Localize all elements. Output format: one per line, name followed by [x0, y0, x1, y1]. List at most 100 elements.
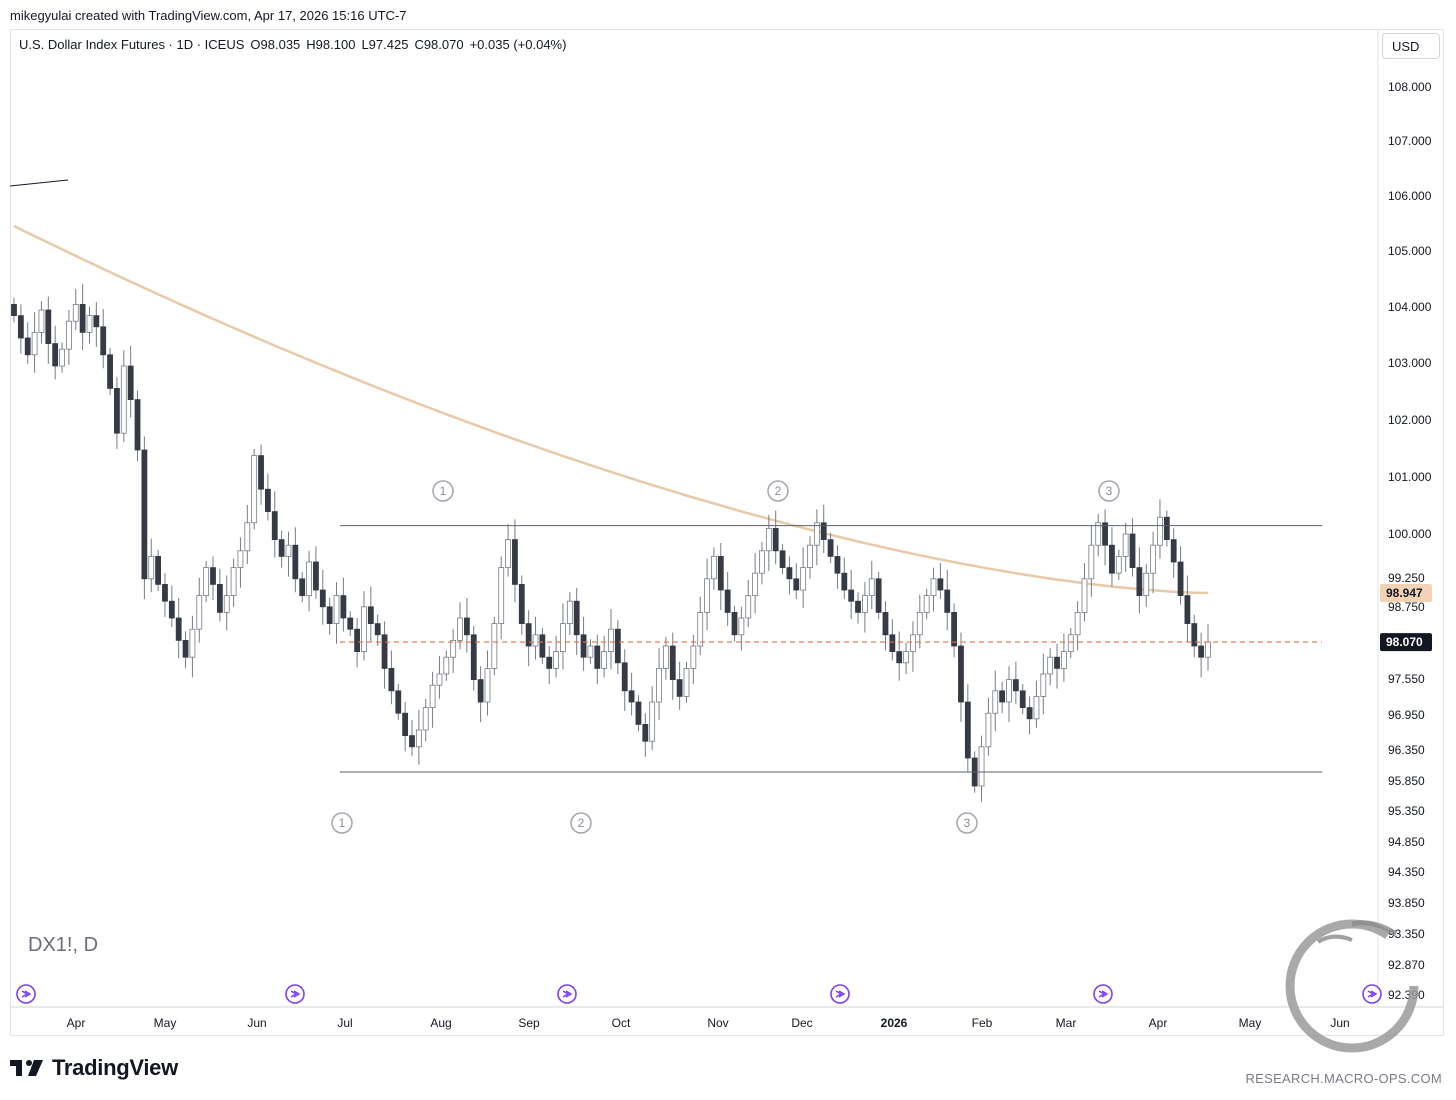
candle	[175, 597, 182, 659]
economic-event-icon[interactable]	[557, 984, 577, 1004]
candle	[532, 616, 539, 660]
candle	[875, 572, 882, 620]
candle	[223, 575, 230, 631]
candle	[759, 541, 765, 585]
price-tick-label: 105.000	[1388, 244, 1432, 258]
candle	[518, 575, 525, 635]
candle	[271, 491, 278, 558]
candle	[834, 545, 841, 589]
candle	[361, 591, 367, 661]
candle	[319, 569, 326, 625]
candle	[1122, 522, 1129, 573]
event-markers	[16, 984, 1382, 1004]
candle	[367, 586, 374, 642]
candle	[237, 537, 244, 588]
candle	[772, 510, 779, 565]
candle	[463, 597, 470, 653]
candle	[65, 310, 72, 365]
legend-close: C98.070	[414, 37, 464, 52]
candle	[964, 684, 971, 772]
candle	[601, 635, 608, 678]
moving-average	[13, 224, 1209, 595]
price-tick-label: 100.000	[1388, 527, 1432, 541]
candle	[230, 558, 237, 607]
candle	[580, 616, 587, 671]
price-tick-label: 107.000	[1388, 134, 1432, 148]
candle	[1074, 601, 1081, 651]
candle	[800, 547, 807, 608]
candle	[31, 312, 38, 373]
tradingview-logo[interactable]: TradingView	[10, 1055, 178, 1081]
last-price-badge: 98.070	[1380, 633, 1432, 652]
candle	[107, 348, 113, 396]
candle	[24, 322, 31, 364]
candle	[1040, 653, 1047, 715]
economic-event-icon[interactable]	[1093, 984, 1113, 1004]
time-tick-label: Sep	[518, 1016, 540, 1030]
currency-button[interactable]: USD	[1382, 33, 1440, 59]
candle	[841, 557, 848, 599]
chart-grid	[10, 30, 1444, 1008]
candle	[155, 549, 162, 592]
candle	[724, 572, 731, 626]
candle	[951, 603, 958, 658]
candle	[251, 448, 258, 530]
candle	[662, 637, 669, 680]
candle	[388, 650, 395, 705]
candle	[656, 648, 662, 720]
legend-open: O98.035	[250, 37, 301, 52]
candle	[93, 302, 100, 347]
svg-text:2: 2	[578, 816, 585, 830]
drawings: 1 2 3 1 2 3	[9, 179, 1322, 834]
candle	[855, 592, 861, 624]
price-tick-label: 102.000	[1388, 413, 1432, 427]
time-tick-label: Jun	[247, 1016, 266, 1030]
candle	[793, 563, 800, 599]
legend-high: H98.100	[306, 37, 356, 52]
candle	[409, 719, 415, 756]
candle	[299, 572, 306, 603]
price-tick-label: 99.250	[1388, 571, 1425, 585]
candle	[477, 666, 484, 723]
candle	[690, 634, 697, 685]
candle	[278, 530, 285, 568]
candle	[916, 594, 923, 649]
ouroboros-watermark-icon	[1285, 919, 1419, 1053]
candle	[608, 609, 614, 670]
candle	[717, 542, 724, 611]
candle	[285, 531, 292, 577]
candle	[182, 631, 189, 669]
candle	[676, 661, 683, 710]
candle	[848, 569, 855, 620]
price-tick-label: 93.350	[1388, 927, 1425, 941]
candle	[292, 527, 299, 593]
economic-event-icon[interactable]	[830, 984, 850, 1004]
pattern-marker: 2	[767, 480, 789, 502]
economic-event-icon[interactable]	[1362, 984, 1382, 1004]
candle	[553, 635, 560, 678]
candle	[512, 519, 518, 603]
candle	[354, 618, 361, 668]
ma-value-badge: 98.947	[1380, 583, 1432, 602]
candle	[1157, 499, 1163, 559]
candle	[45, 296, 52, 364]
candle	[861, 582, 868, 633]
source-url[interactable]: RESEARCH.MACRO-OPS.COM	[1245, 1071, 1442, 1086]
symbol-legend: U.S. Dollar Index Futures · 1D · ICEUS O9…	[19, 37, 572, 52]
candle	[86, 306, 93, 344]
candle	[1163, 510, 1170, 547]
candle	[470, 625, 477, 691]
candle	[52, 325, 59, 380]
candle	[827, 532, 834, 564]
candle	[429, 671, 436, 728]
economic-event-icon[interactable]	[16, 984, 36, 1004]
candle	[333, 582, 340, 644]
candle	[786, 556, 793, 595]
economic-event-icon[interactable]	[285, 984, 305, 1004]
candle	[1026, 696, 1033, 735]
candle	[820, 504, 827, 554]
candle	[1088, 525, 1095, 597]
pattern-marker: 3	[1098, 480, 1120, 502]
candle	[402, 702, 409, 752]
